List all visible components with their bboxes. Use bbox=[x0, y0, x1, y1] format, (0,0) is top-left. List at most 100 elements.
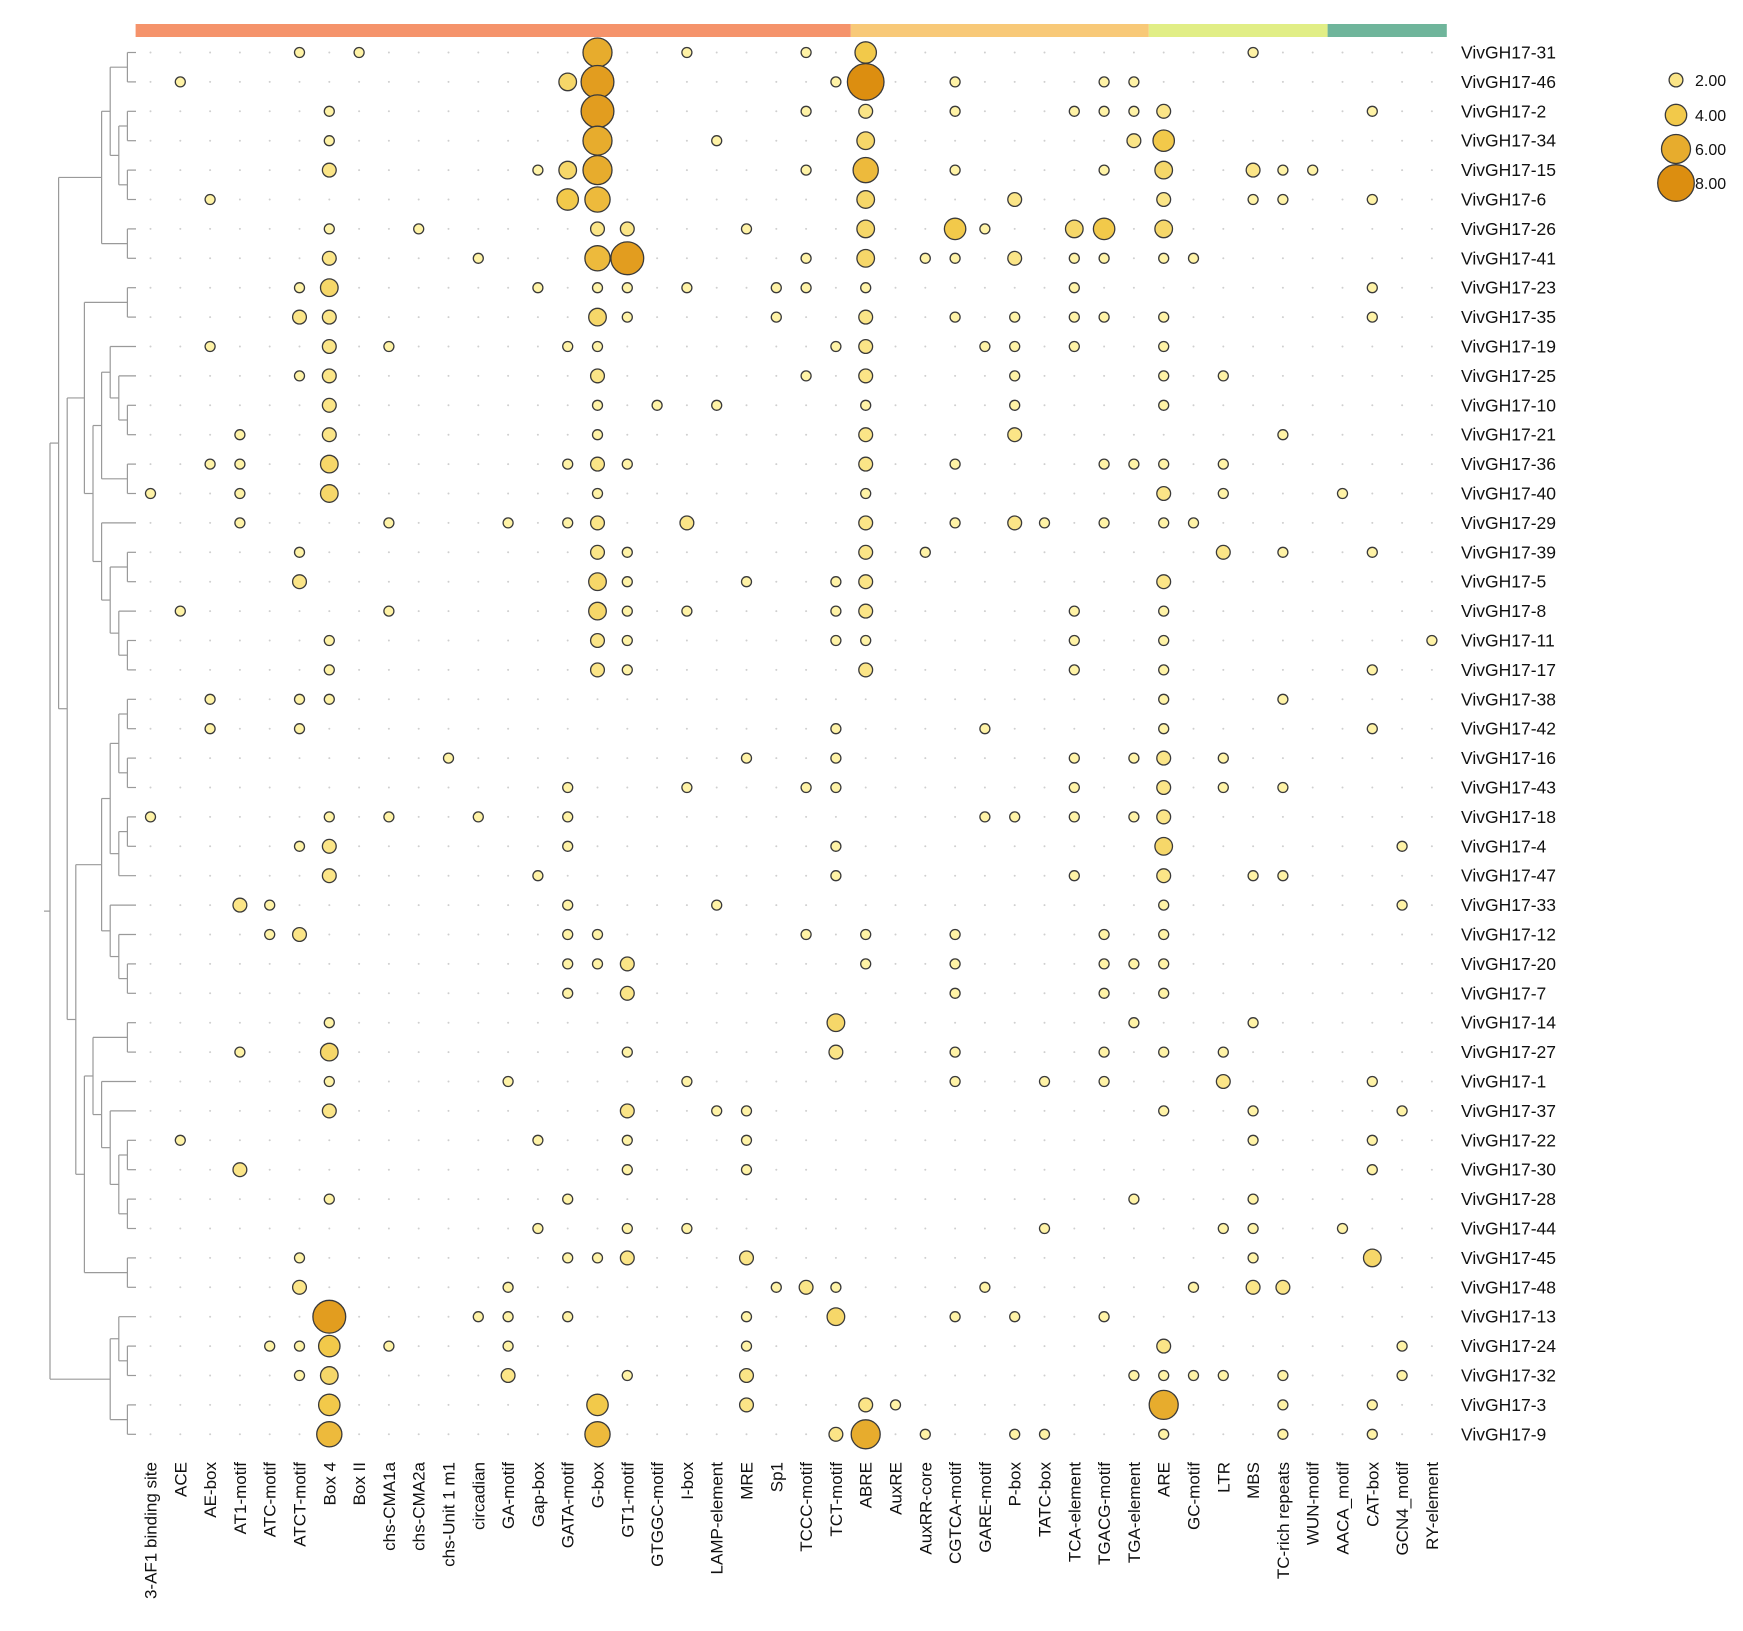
empty-cell-dot bbox=[1252, 639, 1255, 642]
bubble-mark bbox=[293, 546, 306, 558]
column-label: TCT-motif bbox=[827, 1462, 846, 1537]
empty-cell-dot bbox=[924, 1403, 927, 1406]
empty-cell-dot bbox=[387, 1080, 390, 1083]
bubble-mark bbox=[858, 456, 874, 472]
empty-cell-dot bbox=[417, 580, 420, 583]
bubble-mark bbox=[860, 958, 872, 970]
empty-cell-dot bbox=[328, 962, 331, 965]
empty-cell-dot bbox=[805, 580, 808, 583]
empty-cell-dot bbox=[268, 1080, 271, 1083]
empty-cell-dot bbox=[1252, 904, 1255, 907]
empty-cell-dot bbox=[417, 198, 420, 201]
bubble-mark bbox=[582, 125, 613, 156]
empty-cell-dot bbox=[268, 551, 271, 554]
empty-cell-dot bbox=[1103, 1168, 1106, 1171]
empty-cell-dot bbox=[179, 169, 182, 172]
empty-cell-dot bbox=[1311, 463, 1314, 466]
empty-cell-dot bbox=[566, 551, 569, 554]
empty-cell-dot bbox=[745, 610, 748, 613]
empty-cell-dot bbox=[328, 992, 331, 995]
empty-cell-dot bbox=[1371, 1345, 1374, 1348]
empty-cell-dot bbox=[1252, 139, 1255, 142]
empty-cell-dot bbox=[954, 1139, 957, 1142]
empty-cell-dot bbox=[1430, 757, 1433, 760]
empty-cell-dot bbox=[1043, 727, 1046, 730]
empty-cell-dots bbox=[149, 51, 1433, 1436]
bubble-mark bbox=[711, 135, 723, 147]
empty-cell-dot bbox=[1222, 1139, 1225, 1142]
bubble-mark bbox=[1158, 987, 1170, 999]
empty-cell-dot bbox=[1401, 169, 1404, 172]
empty-cell-dot bbox=[894, 80, 897, 83]
empty-cell-dot bbox=[536, 1198, 539, 1201]
empty-cell-dot bbox=[507, 1168, 510, 1171]
empty-cell-dot bbox=[417, 110, 420, 113]
empty-cell-dot bbox=[1311, 227, 1314, 230]
empty-cell-dot bbox=[983, 1168, 986, 1171]
empty-cell-dot bbox=[417, 286, 420, 289]
empty-cell-dot bbox=[1192, 551, 1195, 554]
empty-cell-dot bbox=[894, 610, 897, 613]
empty-cell-dot bbox=[1401, 933, 1404, 936]
empty-cell-dot bbox=[834, 1256, 837, 1259]
empty-cell-dot bbox=[894, 286, 897, 289]
empty-cell-dot bbox=[1430, 1109, 1433, 1112]
empty-cell-dot bbox=[685, 668, 688, 671]
bubble-mark bbox=[234, 517, 246, 529]
empty-cell-dot bbox=[596, 1374, 599, 1377]
empty-cell-dot bbox=[894, 521, 897, 524]
empty-cell-dot bbox=[417, 433, 420, 436]
bubble-mark bbox=[293, 282, 306, 294]
empty-cell-dot bbox=[775, 345, 778, 348]
empty-cell-dot bbox=[1103, 286, 1106, 289]
bubble-mark bbox=[321, 1103, 337, 1119]
empty-cell-dot bbox=[656, 1286, 659, 1289]
row-label: VivGH17-17 bbox=[1461, 660, 1556, 680]
empty-cell-dot bbox=[983, 1080, 986, 1083]
empty-cell-dot bbox=[656, 257, 659, 260]
empty-cell-dot bbox=[626, 757, 629, 760]
empty-cell-dot bbox=[447, 874, 450, 877]
bubble-mark bbox=[323, 1075, 335, 1088]
empty-cell-dot bbox=[1341, 757, 1344, 760]
empty-cell-dot bbox=[1401, 727, 1404, 730]
empty-cell-dot bbox=[983, 1256, 986, 1259]
empty-cell-dot bbox=[1013, 786, 1016, 789]
empty-cell-dot bbox=[596, 1021, 599, 1024]
empty-cell-dot bbox=[894, 1256, 897, 1259]
bubble-mark bbox=[1154, 219, 1174, 239]
empty-cell-dot bbox=[536, 110, 539, 113]
empty-cell-dot bbox=[179, 1109, 182, 1112]
empty-cell-dot bbox=[268, 580, 271, 583]
empty-cell-dot bbox=[983, 286, 986, 289]
empty-cell-dot bbox=[1073, 51, 1076, 54]
empty-cell-dot bbox=[1401, 1227, 1404, 1230]
empty-cell-dot bbox=[1341, 727, 1344, 730]
empty-cell-dot bbox=[894, 51, 897, 54]
empty-cell-dot bbox=[507, 1198, 510, 1201]
empty-cell-dot bbox=[1132, 1433, 1135, 1436]
empty-cell-dot bbox=[1132, 698, 1135, 701]
bubble-mark bbox=[949, 458, 961, 470]
empty-cell-dot bbox=[745, 727, 748, 730]
empty-cell-dot bbox=[805, 727, 808, 730]
empty-cell-dot bbox=[656, 1433, 659, 1436]
empty-cell-dot bbox=[1341, 815, 1344, 818]
empty-cell-dot bbox=[149, 933, 152, 936]
empty-cell-dot bbox=[983, 1198, 986, 1201]
empty-cell-dot bbox=[566, 492, 569, 495]
empty-cell-dot bbox=[626, 345, 629, 348]
empty-cell-dot bbox=[1311, 316, 1314, 319]
empty-cell-dot bbox=[209, 1021, 212, 1024]
empty-cell-dot bbox=[1013, 757, 1016, 760]
empty-cell-dot bbox=[1401, 110, 1404, 113]
bubble-mark bbox=[846, 62, 885, 101]
empty-cell-dot bbox=[805, 1021, 808, 1024]
empty-cell-dot bbox=[894, 668, 897, 671]
bubble-mark bbox=[1158, 605, 1170, 617]
empty-cell-dot bbox=[626, 698, 629, 701]
bubble-mark bbox=[1158, 252, 1170, 264]
empty-cell-dot bbox=[209, 551, 212, 554]
empty-cell-dot bbox=[447, 962, 450, 965]
empty-cell-dot bbox=[268, 1021, 271, 1024]
